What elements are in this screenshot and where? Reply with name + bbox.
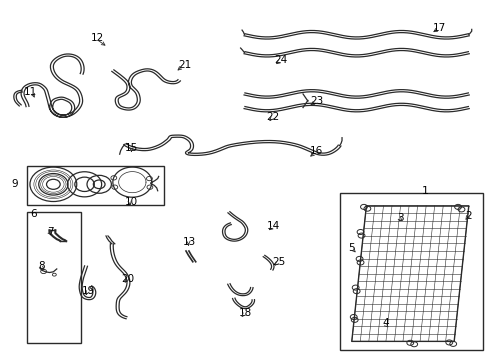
Text: 19: 19: [81, 286, 95, 296]
Text: 9: 9: [11, 179, 18, 189]
Text: 17: 17: [432, 23, 445, 33]
Text: 16: 16: [309, 146, 323, 156]
Text: 14: 14: [266, 221, 280, 231]
Text: 18: 18: [238, 308, 252, 318]
Text: 3: 3: [396, 213, 403, 222]
Text: 23: 23: [309, 96, 323, 106]
Text: 7: 7: [47, 227, 54, 237]
Text: 4: 4: [382, 319, 388, 328]
Text: 13: 13: [183, 237, 196, 247]
Text: 10: 10: [124, 197, 138, 207]
Bar: [339, 193, 483, 350]
Text: 11: 11: [24, 87, 38, 97]
Text: 1: 1: [421, 186, 427, 196]
Text: 21: 21: [178, 59, 191, 69]
Text: 12: 12: [90, 33, 103, 43]
Text: 20: 20: [121, 274, 134, 284]
Text: 24: 24: [274, 55, 287, 65]
Text: 6: 6: [30, 209, 37, 219]
Text: 25: 25: [271, 257, 285, 267]
Text: 8: 8: [38, 261, 44, 271]
Text: 15: 15: [124, 143, 138, 153]
Text: 2: 2: [465, 211, 471, 221]
Bar: [26, 166, 163, 205]
Bar: [26, 212, 81, 343]
Text: 22: 22: [265, 112, 279, 122]
Text: 5: 5: [348, 243, 354, 253]
